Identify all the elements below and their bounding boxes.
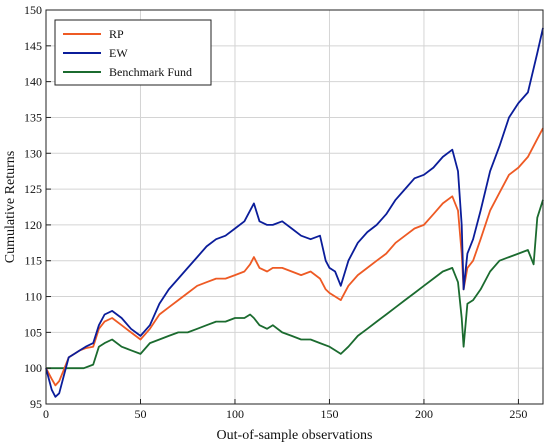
x-tick-label: 50 [134, 407, 146, 421]
legend: RP EW Benchmark Fund [54, 19, 212, 86]
x-tick-label: 200 [415, 407, 433, 421]
y-tick-label: 135 [24, 110, 42, 124]
y-tick-label: 130 [24, 146, 42, 160]
x-tick-label: 150 [320, 407, 338, 421]
y-tick-label: 145 [24, 39, 42, 53]
x-tick-label: 0 [43, 407, 49, 421]
series-line-benchmark-fund [46, 199, 544, 370]
x-tick-label: 100 [226, 407, 244, 421]
y-tick-label: 100 [24, 361, 42, 375]
y-tick-label: 120 [24, 218, 42, 232]
series-line-ew [45, 27, 544, 398]
y-axis-ticks: 95 100 105 110 115 120 125 130 135 140 145 150 [24, 3, 51, 411]
legend-label: EW [109, 46, 128, 60]
plot-frame [45, 9, 544, 405]
x-tick-label: 250 [509, 407, 527, 421]
legend-label: RP [109, 27, 124, 41]
y-tick-label: 105 [24, 325, 42, 339]
y-tick-label: 110 [24, 290, 42, 304]
y-tick-label: 115 [24, 254, 42, 268]
x-axis-title: Out-of-sample observations [217, 428, 373, 443]
y-tick-label: 95 [30, 397, 42, 411]
x-axis-ticks: 0 50 100 150 200 250 [43, 399, 527, 421]
y-axis-title: Cumulative Returns [3, 151, 18, 263]
y-tick-label: 125 [24, 182, 42, 196]
y-tick-label: 150 [24, 3, 42, 17]
legend-label: Benchmark Fund [109, 65, 192, 79]
y-tick-label: 140 [24, 75, 42, 89]
series-lines [45, 27, 544, 398]
